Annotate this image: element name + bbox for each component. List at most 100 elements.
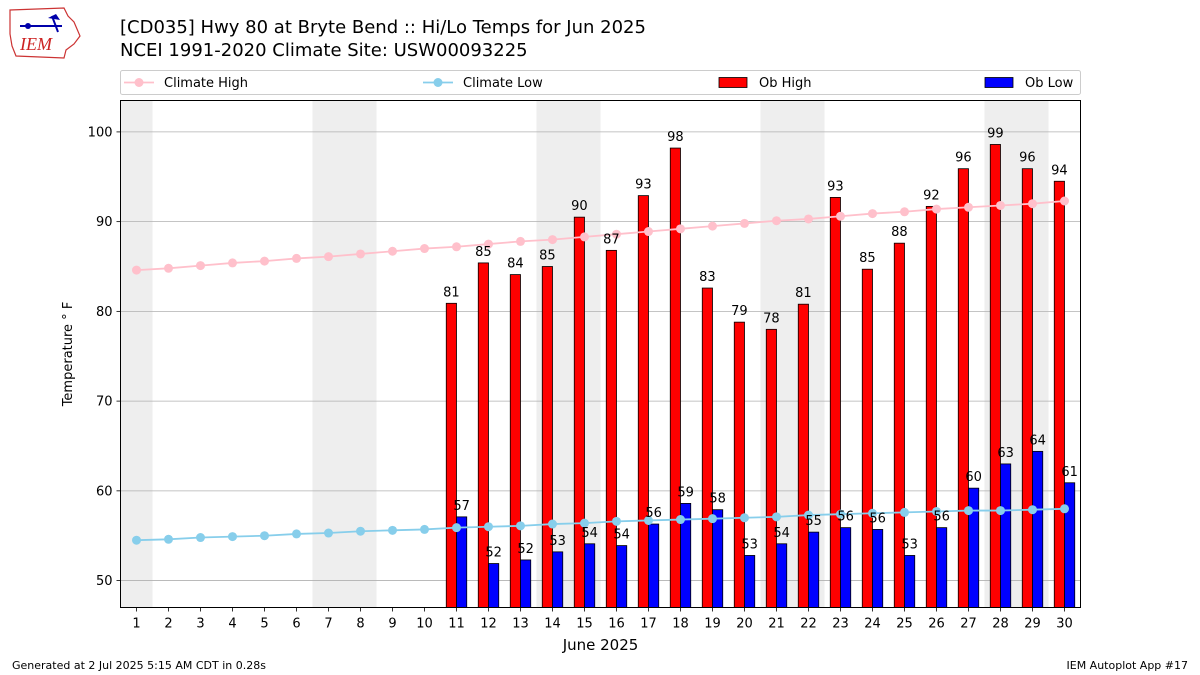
gridlines <box>120 131 1081 581</box>
xtick-label-8: 8 <box>356 617 364 632</box>
ob-low-bar-day-25 <box>904 555 916 608</box>
ytick-label-50: 50 <box>96 574 113 589</box>
ob-low-bar-day-12 <box>488 563 500 608</box>
climate-high-point-day-14 <box>548 235 557 245</box>
climate-low-point-day-14 <box>548 519 557 529</box>
ob-high-label-day-17: 93 <box>635 178 652 193</box>
legend-item-climate-high-label: Climate High <box>164 76 248 91</box>
xtick-label-10: 10 <box>416 617 433 632</box>
xtick-label-3: 3 <box>196 617 204 632</box>
climate-low-point-day-15 <box>580 518 589 528</box>
ob-low-label-day-24: 56 <box>869 511 886 526</box>
bars <box>445 144 1076 608</box>
xtick-label-23: 23 <box>832 617 849 632</box>
climate-high-point-day-29 <box>1028 199 1037 209</box>
climate-high-point-day-28 <box>996 200 1005 210</box>
climate-high-point-day-20 <box>740 218 749 228</box>
ob-low-label-day-20: 53 <box>741 537 758 552</box>
climate-low-point-day-18 <box>676 515 685 525</box>
climate-low-point-day-2 <box>164 534 173 544</box>
climate-low-point-day-5 <box>260 531 269 541</box>
climate-low-point-day-24 <box>868 508 877 518</box>
climate-low-point-day-17 <box>644 515 653 525</box>
climate-low-point-day-4 <box>228 532 237 542</box>
ob-high-label-day-14: 85 <box>539 249 556 264</box>
climate-high-point-day-3 <box>196 261 205 271</box>
ytick-label-60: 60 <box>96 484 113 499</box>
ob-low-bar-day-24 <box>872 529 884 608</box>
climate-low-point-day-9 <box>388 525 397 535</box>
ytick-label-90: 90 <box>96 215 113 230</box>
ob-low-bar-day-23 <box>840 527 852 608</box>
ob-low-label-day-27: 60 <box>965 470 982 485</box>
climate-low-point-day-13 <box>516 521 525 531</box>
ob-low-label-day-17: 56 <box>645 506 662 521</box>
ob-low-label-day-12: 52 <box>485 546 502 561</box>
ob-high-bar-day-18 <box>669 147 681 608</box>
xtick-label-13: 13 <box>512 617 529 632</box>
weekend-shade-day-7 <box>312 100 345 608</box>
xtick-label-14: 14 <box>544 617 561 632</box>
ob-low-bar-day-17 <box>648 523 660 608</box>
ob-low-label-day-25: 53 <box>901 537 918 552</box>
legend-item-climate-low-label: Climate Low <box>463 76 543 91</box>
ob-high-bar-day-21 <box>765 328 777 608</box>
climate-high-point-day-11 <box>452 242 461 252</box>
ob-high-bar-day-30 <box>1053 180 1065 608</box>
xtick-label-19: 19 <box>704 617 721 632</box>
climate-high-point-day-2 <box>164 263 173 273</box>
ob-high-label-day-28: 99 <box>987 126 1004 141</box>
climate-low-point-day-21 <box>772 512 781 522</box>
ytick-label-80: 80 <box>96 305 113 320</box>
ob-high-label-day-16: 87 <box>603 232 620 247</box>
ob-low-label-day-22: 55 <box>805 514 822 529</box>
ob-low-bar-day-13 <box>520 559 532 608</box>
iem-logo: IEM <box>9 7 81 59</box>
xtick-label-5: 5 <box>260 617 268 632</box>
xtick-label-22: 22 <box>800 617 817 632</box>
x-axis-label: June 2025 <box>562 636 639 654</box>
ob-high-bar-day-24 <box>861 268 873 608</box>
legend-item-climate-high-marker <box>134 78 144 87</box>
xtick-label-21: 21 <box>768 617 785 632</box>
climate-high-point-day-4 <box>228 258 237 268</box>
ob-low-label-day-16: 54 <box>613 528 630 543</box>
xtick-label-16: 16 <box>608 617 625 632</box>
ob-high-bar-day-22 <box>797 303 809 608</box>
xtick-label-9: 9 <box>388 617 396 632</box>
bar-value-labels: 81 85 84 85 90 87 93 98 83 79 78 81 93 85 88 92 96 99 96 94… <box>443 126 1078 560</box>
ob-high-label-day-24: 85 <box>859 251 876 266</box>
climate-low-point-day-10 <box>420 524 429 534</box>
climate-low-point-day-30 <box>1060 504 1069 514</box>
generated-timestamp: Generated at 2 Jul 2025 5:15 AM CDT in 0… <box>12 659 266 672</box>
ytick-label-100: 100 <box>88 125 113 140</box>
ob-high-label-day-15: 90 <box>571 199 588 214</box>
ob-low-bar-day-27 <box>968 487 980 608</box>
climate-high-point-day-23 <box>836 211 845 221</box>
ob-high-label-day-27: 96 <box>955 151 972 166</box>
ob-high-bar-day-17 <box>637 195 649 608</box>
ob-low-label-day-29: 64 <box>1029 433 1046 448</box>
climate-high-point-day-12 <box>484 239 493 249</box>
ob-low-label-day-19: 58 <box>709 492 726 507</box>
ob-high-label-day-26: 92 <box>923 188 940 203</box>
xtick-label-24: 24 <box>864 617 881 632</box>
ob-high-label-day-23: 93 <box>827 179 844 194</box>
xtick-label-28: 28 <box>992 617 1009 632</box>
ob-high-bar-day-25 <box>893 242 905 608</box>
ob-high-bar-day-14 <box>541 266 553 608</box>
climate-high-point-day-15 <box>580 232 589 242</box>
climate-high-point-day-10 <box>420 244 429 254</box>
climate-high-point-day-6 <box>292 253 301 263</box>
ob-high-label-day-18: 98 <box>667 130 684 145</box>
climate-high-point-day-19 <box>708 221 717 231</box>
climate-high-point-day-1 <box>132 265 141 275</box>
xtick-label-6: 6 <box>292 617 300 632</box>
climate-high-point-day-8 <box>356 249 365 259</box>
ytick-label-70: 70 <box>96 395 113 410</box>
ob-low-label-day-23: 56 <box>837 510 854 525</box>
xtick-label-2: 2 <box>164 617 172 632</box>
climate-high-point-day-30 <box>1060 196 1069 206</box>
ob-high-bar-day-20 <box>733 321 745 608</box>
